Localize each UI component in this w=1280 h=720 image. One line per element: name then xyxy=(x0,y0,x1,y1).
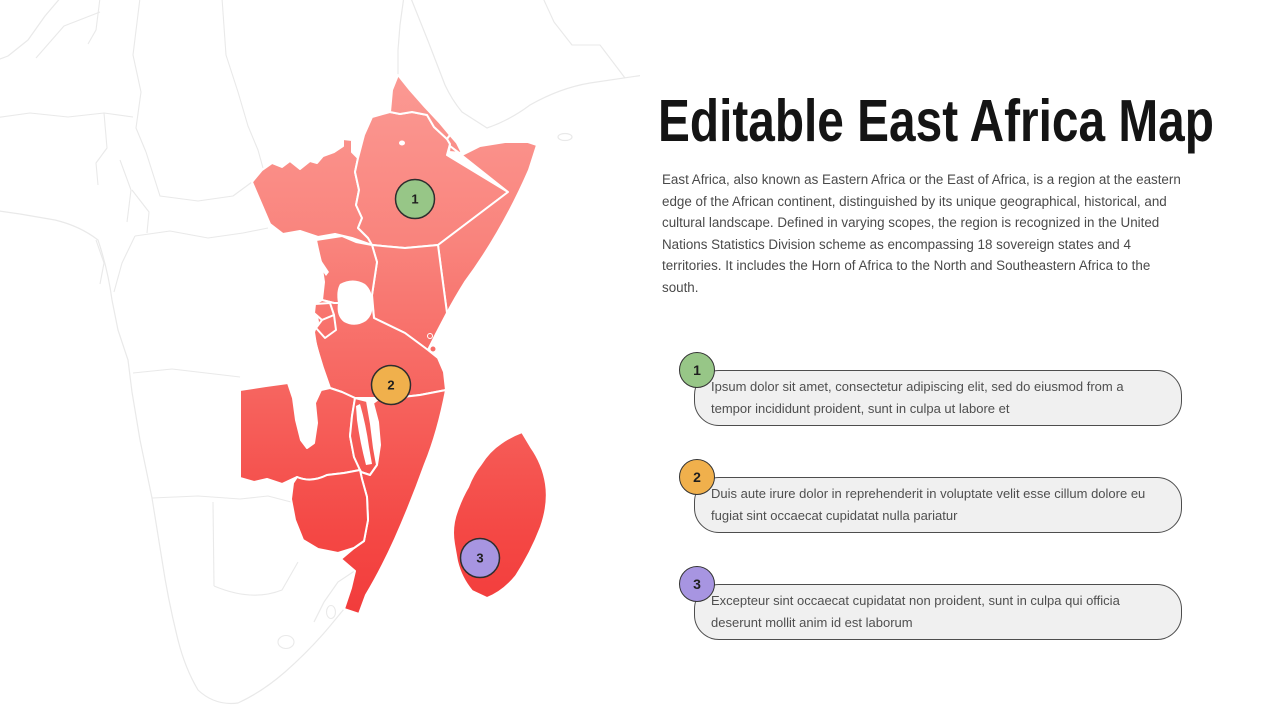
lake-tanganyika xyxy=(309,332,328,388)
legend-bullet-1: 1 xyxy=(679,352,715,388)
country-burundi[interactable] xyxy=(315,314,337,339)
legend-bullet-2: 2 xyxy=(679,459,715,495)
map-marker-2[interactable]: 2 xyxy=(370,364,412,406)
legend-text-2: Duis aute irure dolor in reprehenderit i… xyxy=(711,486,1146,523)
socotra-island xyxy=(557,132,573,142)
country-eritrea[interactable] xyxy=(389,74,451,140)
description-text: East Africa, also known as Eastern Afric… xyxy=(662,172,1181,295)
map-marker-1-number: 1 xyxy=(411,192,418,207)
map-marker-3[interactable]: 3 xyxy=(459,537,501,579)
country-mozambique[interactable] xyxy=(340,389,447,615)
country-zimbabwe[interactable] xyxy=(290,469,369,554)
lake-victoria xyxy=(337,280,373,325)
legend-list: 1 Ipsum dolor sit amet, consectetur adip… xyxy=(679,352,1182,691)
lake-albert xyxy=(316,257,329,276)
map-marker-3-number: 3 xyxy=(476,551,483,566)
page-title: Editable East Africa Map xyxy=(658,88,1214,154)
africa-map: 1 2 3 xyxy=(0,0,640,705)
pemba-island[interactable] xyxy=(427,333,433,339)
zanzibar-island[interactable] xyxy=(429,345,437,353)
legend-item-3[interactable]: 3 Excepteur sint occaecat cupidatat non … xyxy=(679,566,1182,640)
africa-map-svg: 1 2 3 xyxy=(0,0,640,705)
map-marker-1[interactable]: 1 xyxy=(394,178,436,220)
legend-bullet-3: 3 xyxy=(679,566,715,602)
eswatini-outline xyxy=(325,604,337,620)
background-country-borders xyxy=(0,0,626,650)
lake-malawi xyxy=(356,404,372,465)
legend-item-1[interactable]: 1 Ipsum dolor sit amet, consectetur adip… xyxy=(679,352,1182,426)
legend-text-1: Ipsum dolor sit amet, consectetur adipis… xyxy=(711,379,1124,416)
map-markers: 1 2 3 xyxy=(370,178,501,579)
legend-item-2[interactable]: 2 Duis aute irure dolor in reprehenderit… xyxy=(679,459,1182,533)
legend-text-3: Excepteur sint occaecat cupidatat non pr… xyxy=(711,593,1120,630)
map-marker-2-number: 2 xyxy=(387,378,394,393)
lakes xyxy=(309,140,405,465)
lesotho-outline xyxy=(277,634,295,650)
country-djibouti[interactable] xyxy=(446,134,463,154)
lake-tana xyxy=(399,140,405,146)
